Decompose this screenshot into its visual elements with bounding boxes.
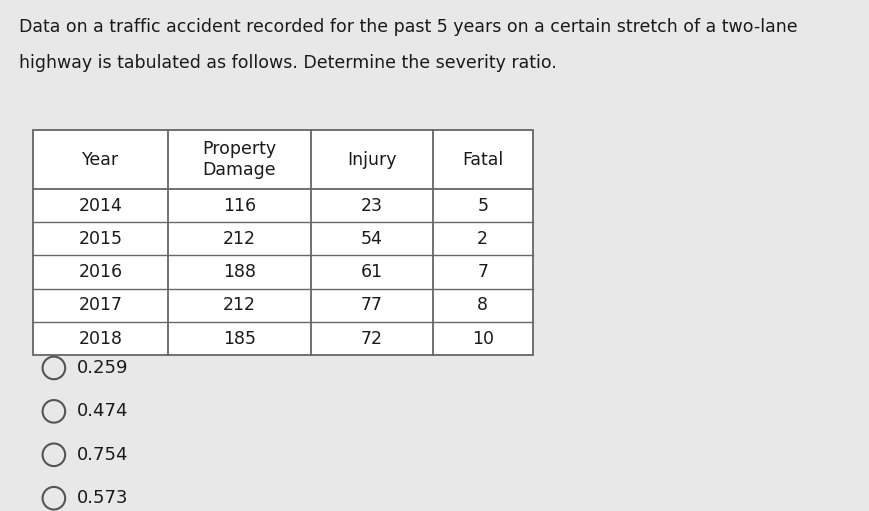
Text: 116: 116 xyxy=(222,197,256,215)
Text: 7: 7 xyxy=(477,263,488,281)
Text: 2017: 2017 xyxy=(78,296,123,314)
Text: 5: 5 xyxy=(477,197,488,215)
Text: 2018: 2018 xyxy=(78,330,123,347)
Text: Year: Year xyxy=(82,151,119,169)
Text: 0.259: 0.259 xyxy=(76,359,128,377)
Text: 212: 212 xyxy=(223,230,255,248)
Text: 10: 10 xyxy=(472,330,494,347)
Text: 0.573: 0.573 xyxy=(76,489,128,507)
Text: 23: 23 xyxy=(361,197,383,215)
Text: Data on a traffic accident recorded for the past 5 years on a certain stretch of: Data on a traffic accident recorded for … xyxy=(19,18,798,36)
Text: 212: 212 xyxy=(223,296,255,314)
Text: 0.474: 0.474 xyxy=(76,402,128,421)
Text: Injury: Injury xyxy=(348,151,396,169)
Text: 77: 77 xyxy=(361,296,383,314)
Text: Fatal: Fatal xyxy=(462,151,503,169)
Text: 54: 54 xyxy=(361,230,383,248)
Text: 72: 72 xyxy=(361,330,383,347)
Text: highway is tabulated as follows. Determine the severity ratio.: highway is tabulated as follows. Determi… xyxy=(19,54,557,72)
Text: 2016: 2016 xyxy=(78,263,123,281)
Text: 2015: 2015 xyxy=(78,230,123,248)
Text: 2: 2 xyxy=(477,230,488,248)
Text: 0.754: 0.754 xyxy=(76,446,128,464)
Text: 8: 8 xyxy=(477,296,488,314)
Text: 61: 61 xyxy=(361,263,383,281)
Text: Property
Damage: Property Damage xyxy=(202,141,276,179)
Text: 2014: 2014 xyxy=(78,197,123,215)
Text: 188: 188 xyxy=(223,263,255,281)
Text: 185: 185 xyxy=(223,330,255,347)
